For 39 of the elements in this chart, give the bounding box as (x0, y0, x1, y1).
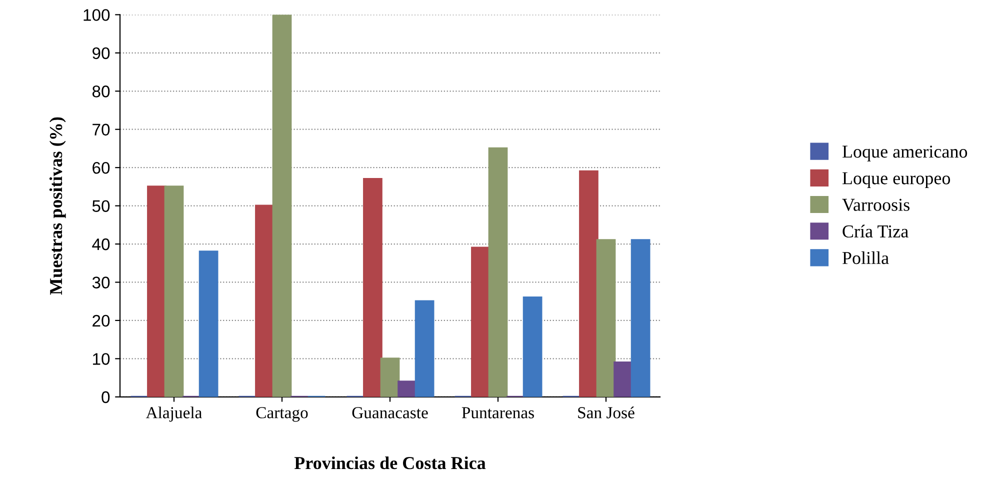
x-tick-label: Guanacaste (352, 407, 428, 418)
bar (363, 178, 382, 397)
bar (630, 239, 650, 397)
y-tick-label: 10 (93, 353, 110, 365)
bar (522, 296, 542, 397)
y-axis-title: Muestras positivas (%) (49, 117, 66, 295)
legend-label: Polilla (842, 251, 889, 264)
legend-label: Cría Tiza (842, 224, 908, 238)
bar (596, 239, 616, 397)
y-tick-label: 80 (92, 86, 110, 98)
bar (255, 204, 274, 397)
y-tick-label: 0 (102, 391, 110, 404)
bar (380, 358, 400, 397)
y-tick-label: 70 (92, 124, 110, 136)
y-tick-label: 100 (84, 9, 110, 21)
x-tick-label: Alajuela (146, 406, 202, 422)
bar (414, 300, 434, 397)
bar (198, 250, 218, 397)
bar (272, 14, 292, 397)
y-tick-label: 90 (92, 47, 110, 60)
y-tick-label: 60 (92, 162, 110, 174)
x-tick-label: San José (578, 406, 634, 418)
bar (471, 246, 490, 397)
legend-label: Loque europeo (842, 172, 950, 188)
bar (398, 380, 417, 397)
bar (488, 147, 508, 397)
x-tick-label: Cartago (256, 407, 308, 422)
bar (164, 186, 184, 397)
x-axis-title: Provincias de Costa Rica (294, 456, 486, 470)
bar (614, 361, 633, 397)
y-tick-label: 40 (92, 238, 110, 250)
y-tick-label: 20 (92, 314, 110, 327)
x-tick-label: Puntarenas (462, 407, 534, 418)
y-tick-label: 50 (92, 200, 110, 212)
legend-label: Loque americano (842, 146, 968, 162)
legend-label: Varroosis (842, 198, 910, 212)
bar (147, 186, 166, 397)
bar (579, 170, 598, 397)
y-tick-label: 30 (92, 276, 110, 288)
